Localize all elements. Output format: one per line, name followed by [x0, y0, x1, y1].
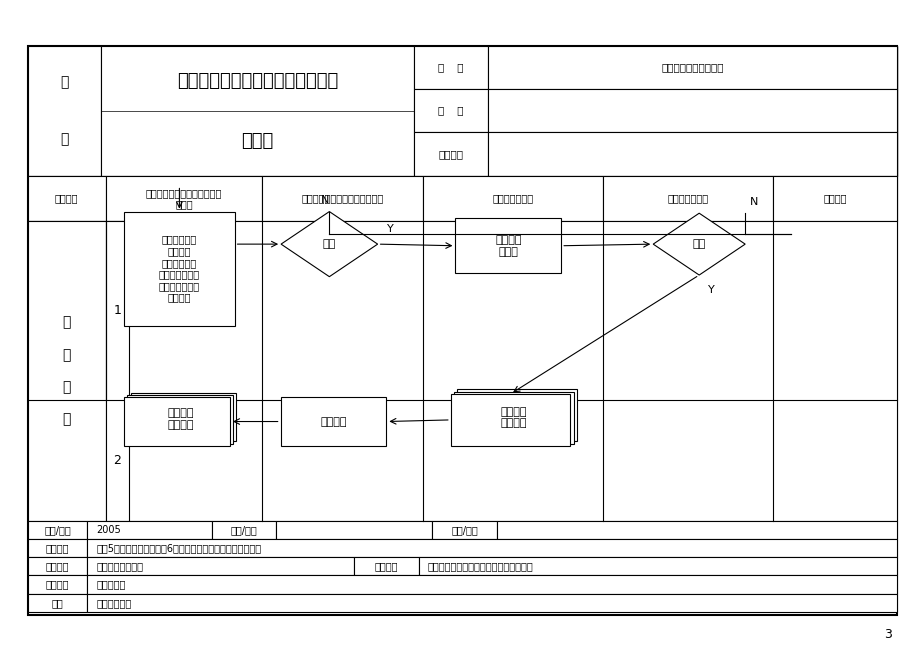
- Text: 流程图: 流程图: [241, 132, 274, 150]
- FancyBboxPatch shape: [28, 221, 896, 521]
- Text: N: N: [749, 197, 757, 207]
- Polygon shape: [652, 214, 744, 275]
- FancyBboxPatch shape: [28, 176, 896, 221]
- Text: 装订存档
复印下发: 装订存档 复印下发: [167, 408, 193, 430]
- Text: 使用部门: 使用部门: [46, 579, 69, 590]
- FancyBboxPatch shape: [487, 132, 896, 176]
- FancyBboxPatch shape: [106, 176, 262, 221]
- Text: 2005: 2005: [96, 525, 121, 535]
- FancyBboxPatch shape: [487, 46, 896, 89]
- FancyBboxPatch shape: [28, 46, 101, 176]
- FancyBboxPatch shape: [87, 575, 896, 594]
- Text: 部门主管（部长或第一责任人）: 部门主管（部长或第一责任人）: [301, 193, 383, 204]
- Text: 受控状态: 受控状态: [437, 149, 463, 159]
- Text: 管理流程的编制和使用: 管理流程的编制和使用: [661, 62, 722, 72]
- Polygon shape: [281, 212, 377, 277]
- FancyBboxPatch shape: [602, 176, 772, 221]
- FancyBboxPatch shape: [87, 594, 896, 612]
- FancyBboxPatch shape: [772, 176, 896, 221]
- FancyBboxPatch shape: [211, 521, 276, 539]
- Text: N: N: [320, 195, 329, 205]
- Text: 管

理

动

作: 管 理 动 作: [62, 316, 71, 426]
- Text: 关键制度: 关键制度: [46, 561, 69, 572]
- FancyBboxPatch shape: [124, 397, 230, 446]
- FancyBboxPatch shape: [496, 521, 896, 539]
- Text: 标: 标: [60, 75, 69, 89]
- FancyBboxPatch shape: [87, 521, 211, 539]
- Text: 需求收集、整
理、汇总
形成《销售计
划》、《采购计
划》、《资金计
划》初稿: 需求收集、整 理、汇总 形成《销售计 划》、《采购计 划》、《资金计 划》初稿: [159, 234, 199, 303]
- Text: 市场部计划经理: 市场部计划经理: [492, 193, 533, 204]
- FancyBboxPatch shape: [28, 46, 896, 615]
- Text: 关键表单: 关键表单: [374, 561, 398, 572]
- FancyBboxPatch shape: [354, 557, 418, 575]
- Text: 2: 2: [113, 454, 121, 467]
- Text: 审批: 审批: [692, 239, 705, 249]
- FancyBboxPatch shape: [28, 539, 87, 557]
- Text: 注意事项: 注意事项: [46, 543, 69, 553]
- FancyBboxPatch shape: [28, 557, 87, 575]
- Text: 责任职位: 责任职位: [823, 193, 845, 204]
- FancyBboxPatch shape: [414, 132, 487, 176]
- Text: 经营管理委员会: 经营管理委员会: [666, 193, 708, 204]
- FancyBboxPatch shape: [414, 89, 487, 132]
- Text: 题: 题: [60, 132, 69, 146]
- Text: 编制/日期: 编制/日期: [44, 525, 71, 535]
- FancyBboxPatch shape: [280, 397, 386, 446]
- Text: 编    码: 编 码: [437, 105, 463, 116]
- FancyBboxPatch shape: [418, 557, 896, 575]
- FancyBboxPatch shape: [457, 389, 576, 441]
- Text: 组织单元: 组织单元: [55, 193, 78, 204]
- FancyBboxPatch shape: [28, 521, 87, 539]
- FancyBboxPatch shape: [432, 521, 496, 539]
- FancyBboxPatch shape: [454, 392, 573, 444]
- Text: 市场开发部计划提报、制定、审批: 市场开发部计划提报、制定、审批: [176, 72, 338, 90]
- Text: Y: Y: [708, 285, 714, 295]
- Text: 《销售计划》《采购计划》《资金计划》: 《销售计划》《采购计划》《资金计划》: [427, 561, 533, 572]
- FancyBboxPatch shape: [28, 221, 106, 521]
- FancyBboxPatch shape: [276, 521, 432, 539]
- Text: 规范计划管理: 规范计划管理: [96, 598, 131, 608]
- FancyBboxPatch shape: [262, 176, 423, 221]
- FancyBboxPatch shape: [106, 221, 129, 521]
- FancyBboxPatch shape: [450, 394, 570, 446]
- Text: 作用: 作用: [51, 598, 63, 608]
- FancyBboxPatch shape: [87, 557, 354, 575]
- Text: 批准/日期: 批准/日期: [450, 525, 478, 535]
- Text: 召开计划
协调会: 召开计划 协调会: [494, 235, 521, 256]
- FancyBboxPatch shape: [28, 575, 87, 594]
- FancyBboxPatch shape: [487, 89, 896, 132]
- FancyBboxPatch shape: [130, 393, 236, 441]
- Text: 3: 3: [883, 628, 891, 641]
- Text: 装订存档
复印下发: 装订存档 复印下发: [500, 407, 527, 428]
- Text: 审核/日期: 审核/日期: [230, 525, 257, 535]
- FancyBboxPatch shape: [28, 46, 896, 176]
- Text: 《经营计划模板》: 《经营计划模板》: [96, 561, 143, 572]
- Text: 每月5日召开计划协调会，6日审批、下发，无总经理签字无效: 每月5日召开计划协调会，6日审批、下发，无总经理签字无效: [96, 543, 261, 553]
- Text: 1: 1: [113, 305, 121, 317]
- FancyBboxPatch shape: [455, 218, 561, 273]
- Text: 市场开发部: 市场开发部: [96, 579, 126, 590]
- FancyBboxPatch shape: [423, 176, 602, 221]
- FancyBboxPatch shape: [87, 539, 896, 557]
- Text: 审核: 审核: [323, 239, 335, 249]
- Text: Y: Y: [387, 225, 393, 234]
- FancyBboxPatch shape: [28, 594, 87, 612]
- FancyBboxPatch shape: [101, 46, 414, 176]
- FancyBboxPatch shape: [128, 395, 233, 444]
- FancyBboxPatch shape: [124, 212, 234, 326]
- Text: 类    别: 类 别: [437, 62, 463, 72]
- Text: 计划落实: 计划落实: [320, 417, 346, 426]
- FancyBboxPatch shape: [28, 176, 106, 221]
- FancyBboxPatch shape: [414, 46, 487, 89]
- Text: 计划员（超市、销售、采购、
财务）: 计划员（超市、销售、采购、 财务）: [145, 187, 222, 210]
